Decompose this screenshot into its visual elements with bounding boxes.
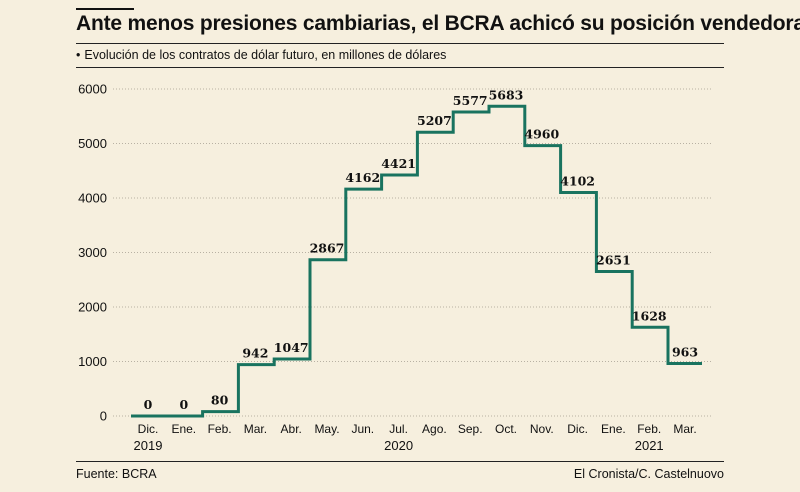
footer-divider [76, 461, 724, 462]
source-note: Fuente: BCRA [76, 467, 157, 481]
x-tick-label: Mar. [673, 422, 696, 436]
y-tick-label: 3000 [78, 245, 107, 260]
y-tick-label: 6000 [78, 82, 107, 97]
gridlines [113, 88, 712, 417]
subtitle-divider [76, 67, 724, 68]
data-label: 5683 [489, 87, 524, 102]
data-label: 4102 [560, 173, 595, 188]
x-tick-label: Jul. [389, 422, 408, 436]
y-axis: 0 1000 2000 3000 4000 5000 6000 [78, 82, 107, 424]
year-label: 2021 [635, 438, 664, 453]
data-label: 4960 [524, 127, 559, 142]
x-tick-label: Feb. [208, 422, 232, 436]
data-label: 4162 [345, 170, 380, 185]
x-tick-label: Abr. [281, 422, 302, 436]
x-tick-label: Sep. [458, 422, 483, 436]
y-tick-label: 1000 [78, 354, 107, 369]
y-tick-label: 2000 [78, 300, 107, 315]
credit-note: El Cronista/C. Castelnuovo [573, 467, 724, 481]
chart-title: Ante menos presiones cambiarias, el BCRA… [76, 12, 800, 35]
data-label: 5207 [417, 113, 452, 128]
x-tick-label: May. [314, 422, 339, 436]
subtitle-text: Evolución de los contratos de dólar futu… [84, 48, 447, 62]
year-label: 2019 [134, 438, 163, 453]
data-label: 80 [211, 393, 229, 408]
series-line [131, 104, 702, 418]
data-label: 0 [144, 397, 153, 412]
y-tick-label: 5000 [78, 136, 107, 151]
x-tick-label: Ene. [171, 422, 196, 436]
subtitle-bullet: • [76, 48, 81, 62]
data-label: 1628 [632, 308, 667, 323]
x-tick-label: Oct. [495, 422, 517, 436]
y-tick-label: 0 [100, 409, 107, 424]
x-tick-label: Nov. [530, 422, 554, 436]
data-label: 2651 [596, 253, 631, 268]
title-divider [76, 43, 724, 44]
x-axis: Dic. Ene. Feb. Mar. Abr. May. Jun. Jul. Ago. Sep.… [134, 422, 697, 453]
data-label: 963 [672, 345, 698, 360]
year-label: 2020 [384, 438, 413, 453]
x-tick-label: Dic. [138, 422, 159, 436]
x-tick-label: Ene. [601, 422, 626, 436]
x-tick-label: Mar. [244, 422, 267, 436]
data-label: 5577 [453, 93, 488, 108]
data-label: 4421 [381, 156, 416, 171]
chart-subtitle: • Evolución de los contratos de dólar fut… [76, 48, 446, 62]
data-label: 2867 [310, 241, 345, 256]
data-label: 1047 [274, 340, 309, 355]
data-label: 0 [179, 397, 188, 412]
x-tick-label: Jun. [351, 422, 374, 436]
title-accent-rule [76, 8, 134, 10]
x-tick-label: Feb. [637, 422, 661, 436]
data-label: 942 [242, 346, 268, 361]
x-tick-label: Dic. [567, 422, 588, 436]
x-tick-label: Ago. [422, 422, 447, 436]
y-tick-label: 4000 [78, 191, 107, 206]
